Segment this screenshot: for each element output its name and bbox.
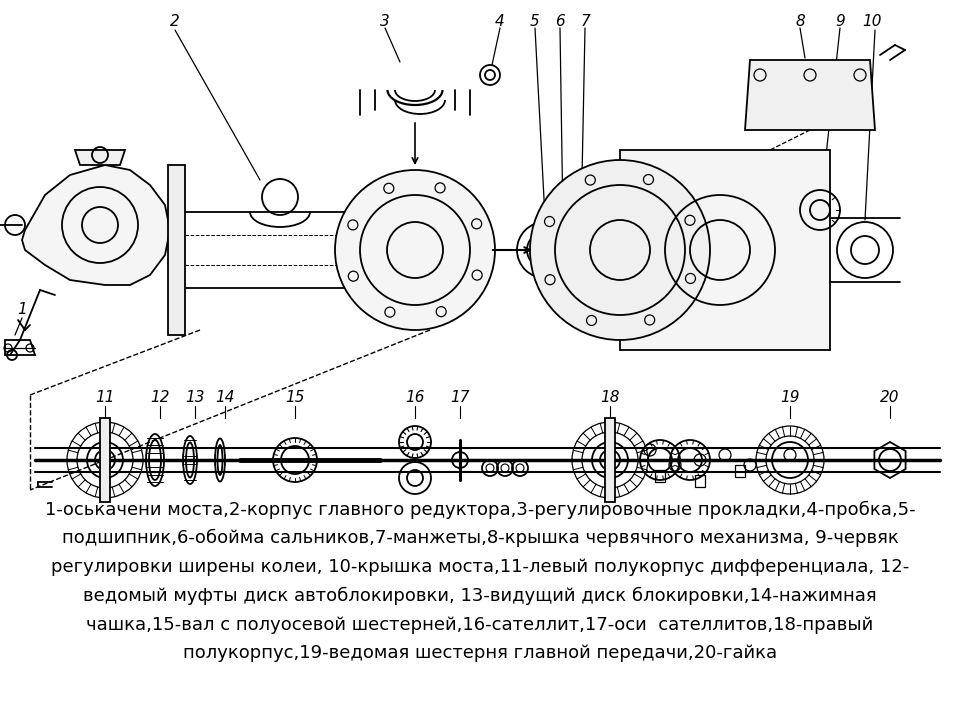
Text: 20: 20 <box>880 390 900 405</box>
Polygon shape <box>75 150 125 165</box>
Polygon shape <box>620 150 830 350</box>
Polygon shape <box>168 165 185 335</box>
Text: 8: 8 <box>795 14 804 30</box>
Text: 15: 15 <box>285 390 304 405</box>
Text: чашка,15-вал с полуосевой шестерней,16-сателлит,17-оси  сателлитов,18-правый: чашка,15-вал с полуосевой шестерней,16-с… <box>86 616 874 634</box>
Text: 18: 18 <box>600 390 620 405</box>
Text: 4: 4 <box>495 14 505 30</box>
Text: регулировки ширены колеи, 10-крышка моста,11-левый полукорпус дифференциала, 12-: регулировки ширены колеи, 10-крышка мост… <box>51 558 909 576</box>
Text: 19: 19 <box>780 390 800 405</box>
Text: 3: 3 <box>380 14 390 30</box>
Text: 9: 9 <box>835 14 845 30</box>
Polygon shape <box>22 165 170 285</box>
Text: 17: 17 <box>450 390 469 405</box>
Text: 5: 5 <box>530 14 540 30</box>
Polygon shape <box>605 418 615 502</box>
Polygon shape <box>745 60 875 130</box>
Circle shape <box>530 160 710 340</box>
Circle shape <box>335 170 495 330</box>
Text: 10: 10 <box>862 14 881 30</box>
Text: 1: 1 <box>17 302 27 318</box>
Text: 7: 7 <box>580 14 589 30</box>
Text: 16: 16 <box>405 390 424 405</box>
Text: 13: 13 <box>185 390 204 405</box>
Text: 1-оськачени моста,2-корпус главного редуктора,3-регулировочные прокладки,4-пробк: 1-оськачени моста,2-корпус главного реду… <box>45 500 915 518</box>
Text: 14: 14 <box>215 390 235 405</box>
Polygon shape <box>100 418 110 502</box>
Text: 2: 2 <box>170 14 180 30</box>
Text: 6: 6 <box>555 14 564 30</box>
Text: ведомый муфты диск автоблокировки, 13-видущий диск блокировки,14-нажимная: ведомый муфты диск автоблокировки, 13-ви… <box>84 587 876 605</box>
Text: подшипник,6-обойма сальников,7-манжеты,8-крышка червячного механизма, 9-червяк: подшипник,6-обойма сальников,7-манжеты,8… <box>61 529 899 547</box>
Text: 12: 12 <box>151 390 170 405</box>
Text: полукорпус,19-ведомая шестерня главной передачи,20-гайка: полукорпус,19-ведомая шестерня главной п… <box>183 644 777 662</box>
Text: 11: 11 <box>95 390 115 405</box>
